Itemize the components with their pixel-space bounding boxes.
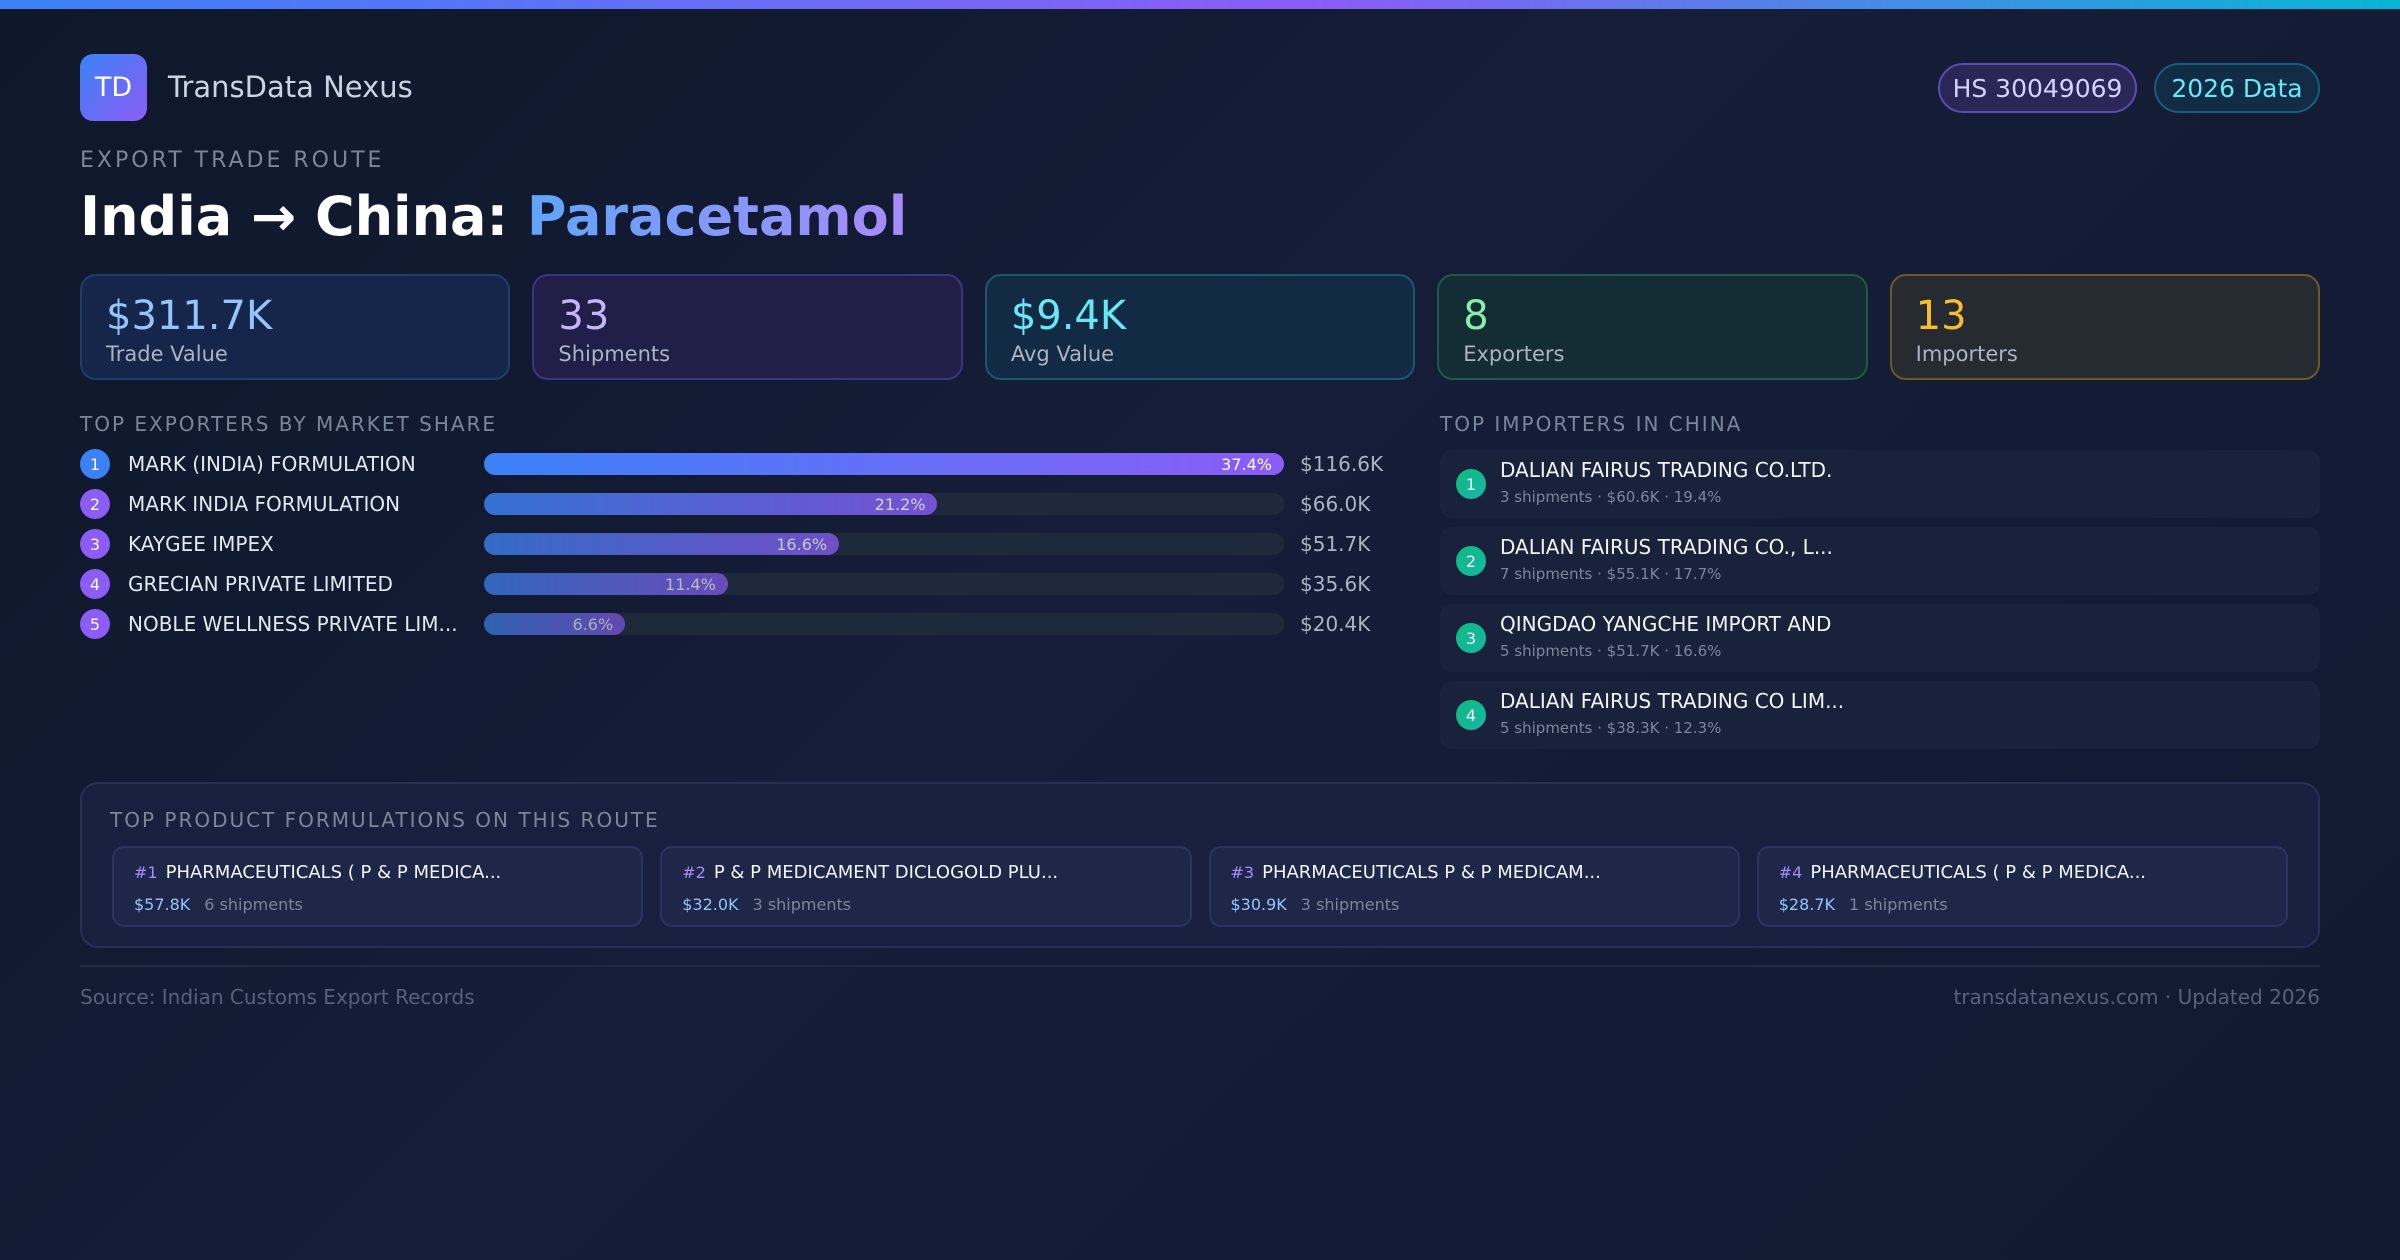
brand-name[interactable]: TransData Nexus — [168, 70, 413, 104]
rank-badge: 4 — [1456, 700, 1486, 730]
page-title: India → China: Paracetamol — [80, 185, 907, 248]
exporter-name: NOBLE WELLNESS PRIVATE LIM... — [128, 612, 458, 636]
importer-name: DALIAN FAIRUS TRADING CO.LTD. — [1500, 458, 1833, 482]
importer-meta: 7 shipments · $55.1K · 17.7% — [1500, 565, 1722, 583]
rank-badge: 2 — [1456, 546, 1486, 576]
exporter-row[interactable]: 3 KAYGEE IMPEX 16.6% $51.7K — [80, 528, 1400, 560]
exporter-value: $20.4K — [1300, 612, 1371, 636]
data-year-badge: 2026 Data — [2154, 63, 2320, 113]
page-kicker: EXPORT TRADE ROUTE — [80, 148, 385, 173]
stat-value: 33 — [558, 293, 610, 339]
stat-label: Exporters — [1463, 342, 1565, 366]
exporter-name: KAYGEE IMPEX — [128, 532, 274, 556]
stat-shipments: 33 Shipments — [532, 274, 963, 380]
exporter-row[interactable]: 1 MARK (INDIA) FORMULATION 37.4% $116.6K — [80, 448, 1400, 480]
rank-badge: 1 — [1456, 469, 1486, 499]
importer-name: QINGDAO YANGCHE IMPORT AND — [1500, 612, 1832, 636]
route-text: India → China: — [80, 185, 527, 248]
importer-row[interactable]: 3 QINGDAO YANGCHE IMPORT AND 5 shipments… — [1440, 604, 2320, 672]
product-rank: #1 — [134, 863, 158, 882]
exporter-row[interactable]: 4 GRECIAN PRIVATE LIMITED 11.4% $35.6K — [80, 568, 1400, 600]
product-shipments: 3 shipments — [752, 895, 852, 914]
importer-name: DALIAN FAIRUS TRADING CO LIM... — [1500, 689, 1845, 713]
share-bar-track: 37.4% — [484, 453, 1284, 475]
product-card[interactable]: #3 PHARMACEUTICALS P & P MEDICAM... $30.9… — [1208, 846, 1740, 927]
exporter-row[interactable]: 2 MARK INDIA FORMULATION 21.2% $66.0K — [80, 488, 1400, 520]
share-bar-fill: 16.6% — [484, 533, 840, 555]
products-heading: TOP PRODUCT FORMULATIONS ON THIS ROUTE — [110, 808, 660, 832]
stat-value: 13 — [1915, 293, 1967, 339]
brand-logo[interactable]: TD — [80, 54, 147, 121]
product-name: PHARMACEUTICALS ( P & P MEDICA... — [165, 862, 502, 883]
footer-source: Source: Indian Customs Export Records — [80, 985, 475, 1009]
stat-label: Shipments — [558, 342, 671, 366]
product-card[interactable]: #1 PHARMACEUTICALS ( P & P MEDICA... $57.… — [112, 846, 644, 927]
share-bar-track: 6.6% — [484, 613, 1284, 635]
exporter-value: $66.0K — [1300, 492, 1371, 516]
product-rank: #2 — [682, 863, 706, 882]
importer-meta: 5 shipments · $51.7K · 16.6% — [1500, 642, 1722, 660]
importer-meta: 3 shipments · $60.6K · 19.4% — [1500, 488, 1722, 506]
stat-label: Avg Value — [1010, 342, 1115, 366]
share-bar-fill: 21.2% — [484, 493, 938, 515]
rank-badge: 5 — [80, 609, 110, 639]
product-shipments: 3 shipments — [1300, 895, 1400, 914]
share-bar-track: 16.6% — [484, 533, 1284, 555]
exporter-value: $35.6K — [1300, 572, 1371, 596]
exporter-name: GRECIAN PRIVATE LIMITED — [128, 572, 393, 596]
share-bar-fill: 6.6% — [484, 613, 626, 635]
exporters-heading: TOP EXPORTERS BY MARKET SHARE — [80, 412, 498, 436]
importer-name: DALIAN FAIRUS TRADING CO., L... — [1500, 535, 1833, 559]
stat-value: 8 — [1463, 293, 1489, 339]
exporter-name: MARK INDIA FORMULATION — [128, 492, 401, 516]
hs-code-badge: HS 30049069 — [1938, 63, 2137, 113]
product-rank: #3 — [1230, 863, 1255, 882]
importer-row[interactable]: 1 DALIAN FAIRUS TRADING CO.LTD. 3 shipme… — [1440, 450, 2320, 518]
products-list: #1 PHARMACEUTICALS ( P & P MEDICA... $57.… — [112, 846, 2288, 927]
product-shipments: 6 shipments — [204, 895, 303, 914]
rank-badge: 3 — [80, 529, 110, 559]
stat-exporters: 8 Exporters — [1437, 274, 1868, 380]
importers-heading: TOP IMPORTERS IN CHINA — [1440, 412, 1743, 436]
importer-row[interactable]: 2 DALIAN FAIRUS TRADING CO., L... 7 ship… — [1440, 527, 2320, 595]
product-value: $28.7K — [1778, 895, 1836, 914]
product-rank: #4 — [1778, 863, 1803, 882]
share-bar-track: 21.2% — [484, 493, 1284, 515]
product-name: P & P MEDICAMENT DICLOGOLD PLU... — [713, 862, 1059, 883]
share-bar-fill: 11.4% — [484, 573, 728, 595]
footer-divider — [80, 965, 2320, 967]
product-card[interactable]: #4 PHARMACEUTICALS ( P & P MEDICA... $28.… — [1756, 846, 2288, 927]
rank-badge: 3 — [1456, 623, 1486, 653]
rank-badge: 2 — [80, 489, 110, 519]
product-name: PHARMACEUTICALS P & P MEDICAM... — [1262, 862, 1601, 883]
importer-meta: 5 shipments · $38.3K · 12.3% — [1500, 719, 1722, 737]
importer-row[interactable]: 4 DALIAN FAIRUS TRADING CO LIM... 5 ship… — [1440, 681, 2320, 749]
products-section: TOP PRODUCT FORMULATIONS ON THIS ROUTE #… — [80, 782, 2320, 948]
top-accent-bar — [0, 0, 2400, 9]
stat-importers: 13 Importers — [1889, 274, 2321, 380]
stat-avg-value: $9.4K Avg Value — [984, 274, 1416, 380]
stat-value: $311.7K — [106, 293, 273, 339]
stat-label: Importers — [1915, 342, 2018, 366]
product-name: PHARMACEUTICALS ( P & P MEDICA... — [1810, 862, 2147, 883]
share-bar-fill: 37.4% — [484, 453, 1284, 475]
product-value: $57.8K — [134, 895, 191, 914]
product-value: $30.9K — [1230, 895, 1287, 914]
rank-badge: 4 — [80, 569, 110, 599]
stats-row: $311.7K Trade Value 33 Shipments $9.4K Avg … — [80, 274, 2321, 380]
exporter-row[interactable]: 5 NOBLE WELLNESS PRIVATE LIM... 6.6% $20… — [80, 608, 1400, 640]
exporter-name: MARK (INDIA) FORMULATION — [128, 452, 416, 476]
product-shipments: 1 shipments — [1849, 895, 1948, 914]
rank-badge: 1 — [80, 449, 110, 479]
footer-site[interactable]: transdatanexus.com · Updated 2026 — [1953, 985, 2320, 1009]
exporter-value: $51.7K — [1300, 532, 1371, 556]
product-name: Paracetamol — [526, 185, 908, 248]
stat-trade-value: $311.7K Trade Value — [80, 274, 511, 380]
product-value: $32.0K — [682, 895, 739, 914]
stat-value: $9.4K — [1010, 293, 1127, 339]
exporter-value: $116.6K — [1300, 452, 1384, 476]
stat-label: Trade Value — [106, 342, 228, 366]
product-card[interactable]: #2 P & P MEDICAMENT DICLOGOLD PLU... $32.… — [660, 846, 1192, 927]
share-bar-track: 11.4% — [484, 573, 1284, 595]
